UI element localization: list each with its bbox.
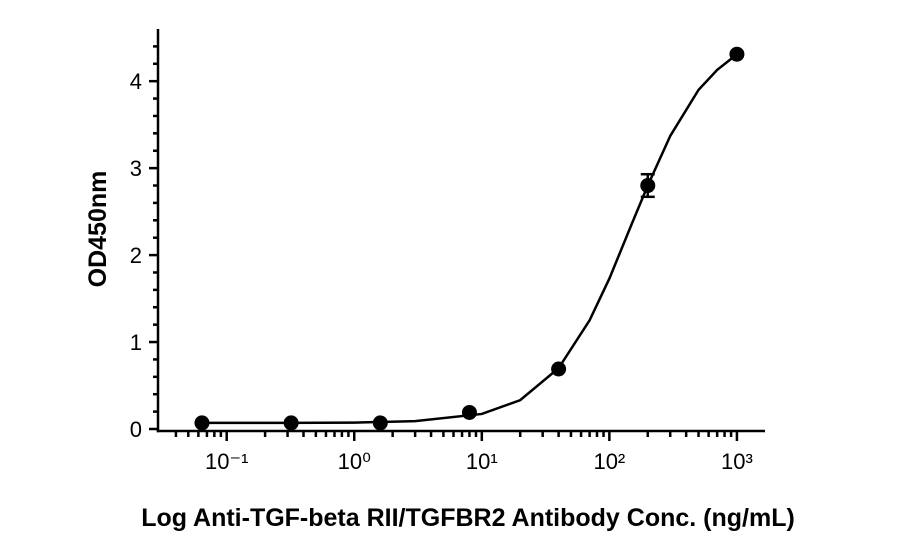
y-tick-label: 0 xyxy=(130,417,142,442)
data-point xyxy=(461,404,477,420)
y-axis-title: OD450nm xyxy=(84,171,112,288)
x-tick-label: 10³ xyxy=(721,449,753,474)
y-tick-label: 4 xyxy=(130,69,142,94)
x-tick-label: 10⁻¹ xyxy=(205,449,248,474)
fit-curve xyxy=(201,53,738,425)
x-tick-label: 10¹ xyxy=(466,449,498,474)
x-axis-title: Log Anti-TGF-beta RII/TGFBR2 Antibody Co… xyxy=(141,504,795,532)
y-tick-label: 1 xyxy=(130,330,142,355)
y-tick-label: 3 xyxy=(130,156,142,181)
x-tick-label: 10⁰ xyxy=(338,449,371,474)
x-tick-label: 10² xyxy=(593,449,625,474)
y-tick-label: 2 xyxy=(130,243,142,268)
